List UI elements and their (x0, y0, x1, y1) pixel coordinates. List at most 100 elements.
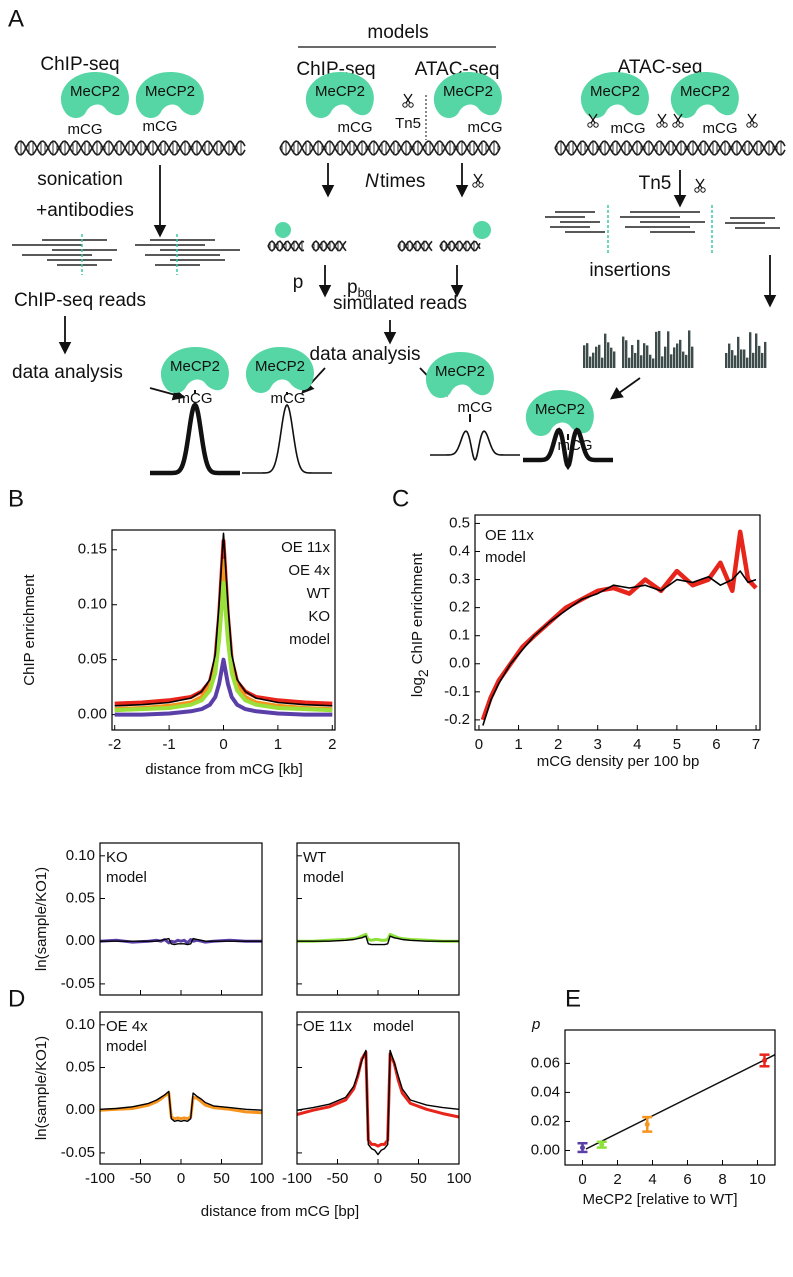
site-label: mCG (143, 118, 178, 135)
column-title: ATAC-seq (618, 57, 703, 78)
step-label: insertions (589, 260, 670, 281)
y-tick-label: 0.05 (78, 651, 107, 668)
y-axis-label: ChIP enrichment (21, 573, 38, 685)
x-tick-label: 0 (475, 736, 483, 753)
y-axis-label: log2 ChIP enrichment (409, 552, 431, 697)
prob-label: pbg (347, 277, 372, 300)
mecp2-protein (305, 72, 374, 118)
insertion-bar (667, 331, 670, 368)
site-label: mCG (178, 390, 213, 407)
x-tick-label: 8 (718, 1171, 726, 1188)
y-tick-label: 0.3 (449, 571, 470, 588)
insertion-bar (646, 345, 649, 368)
insertion-bar (631, 345, 634, 368)
scissors (694, 187, 700, 193)
x-tick-label: 1 (514, 736, 522, 753)
x-axis-label: distance from mCG [bp] (201, 1203, 359, 1220)
x-tick-label: 100 (446, 1170, 471, 1187)
prob-base: p (347, 277, 358, 298)
insertion-bar (586, 343, 589, 368)
y-axis-label: p (531, 1016, 540, 1033)
legend-entry: model (303, 869, 344, 886)
error-point (759, 1053, 770, 1068)
point (599, 1142, 605, 1148)
legend-entry: WT (307, 585, 330, 602)
dna-strand (311, 240, 347, 252)
scissors (473, 173, 481, 184)
enzyme-label: Tn5 (639, 173, 672, 194)
insertion-bar (652, 358, 655, 368)
insertion-bar (691, 346, 694, 368)
legend-entry: model (289, 631, 330, 648)
x-tick-label: 4 (633, 736, 641, 753)
dna-strand (397, 240, 433, 252)
insertion-bar (749, 332, 752, 368)
data-line (480, 529, 758, 721)
x-tick-label: -50 (130, 1170, 152, 1187)
profile (150, 401, 240, 476)
insertion-bar (752, 352, 755, 368)
x-tick-label: 0 (578, 1171, 586, 1188)
x-tick-label: 2 (328, 736, 336, 753)
scissors (587, 122, 593, 128)
y-tick-label: 0.0 (449, 655, 470, 672)
scissors (746, 122, 752, 128)
legend-entry: OE 4x (288, 562, 330, 579)
legend-entry: model (485, 549, 526, 566)
protein-label: MeCP2 (315, 83, 365, 100)
y-tick-label: 0.10 (66, 847, 95, 864)
y-tick-label: 0.00 (78, 706, 107, 723)
dna-strand (279, 140, 501, 156)
point (580, 1145, 585, 1151)
x-tick-label: 1 (274, 736, 282, 753)
dna-strand (439, 240, 481, 252)
y-tick-label: 0.10 (78, 596, 107, 613)
insertion-bar (649, 354, 652, 368)
plot-frame (99, 1011, 263, 1165)
scissors (672, 122, 678, 128)
insertion-bar (728, 343, 731, 368)
x-tick-label: 4 (648, 1171, 656, 1188)
mecp2-protein (670, 72, 739, 118)
panel-label: D (8, 985, 25, 1012)
scissors (588, 113, 596, 124)
mecp2-protein (160, 347, 229, 393)
x-tick-label: 6 (712, 736, 720, 753)
dna-strand (439, 240, 481, 252)
legend-entry: OE 4x (106, 1018, 148, 1035)
insertion-bar (628, 357, 631, 368)
legend-entry: OE 11x (303, 1018, 352, 1035)
scissors (749, 113, 757, 124)
insertion-bar (595, 346, 598, 368)
x-tick-label: 2 (613, 1171, 621, 1188)
mecp2-protein (135, 72, 204, 118)
y-tick-label: 0.10 (66, 1016, 95, 1033)
scissors (700, 187, 706, 193)
y-tick-label: -0.1 (444, 683, 470, 700)
y-label-rest: ChIP enrichment (409, 552, 426, 664)
scissors (747, 113, 755, 124)
insertion-bar (625, 340, 628, 368)
y-tick-label: 0.00 (531, 1141, 560, 1158)
dna-strand (554, 140, 786, 156)
insertion-bar (737, 336, 740, 368)
x-tick-label: 0 (177, 1170, 185, 1187)
y-tick-label: 0.05 (66, 1058, 95, 1075)
dna-strand (267, 240, 305, 252)
y-tick-label: -0.05 (61, 975, 95, 992)
insertion-bar (740, 349, 743, 368)
data-line (296, 1049, 460, 1156)
scissors (403, 93, 411, 104)
profile (242, 403, 332, 474)
repeat-label: times (380, 171, 425, 192)
y-label-sub: 2 (415, 669, 431, 677)
scissors (695, 178, 703, 189)
y-tick-label: 0.04 (531, 1083, 560, 1100)
legend-entry: model (106, 1038, 147, 1055)
insertion-bar (661, 356, 664, 368)
scissors (697, 178, 705, 189)
prob-label: p (293, 272, 304, 293)
dna-strand (311, 240, 347, 252)
mecp2-protein (425, 352, 494, 398)
